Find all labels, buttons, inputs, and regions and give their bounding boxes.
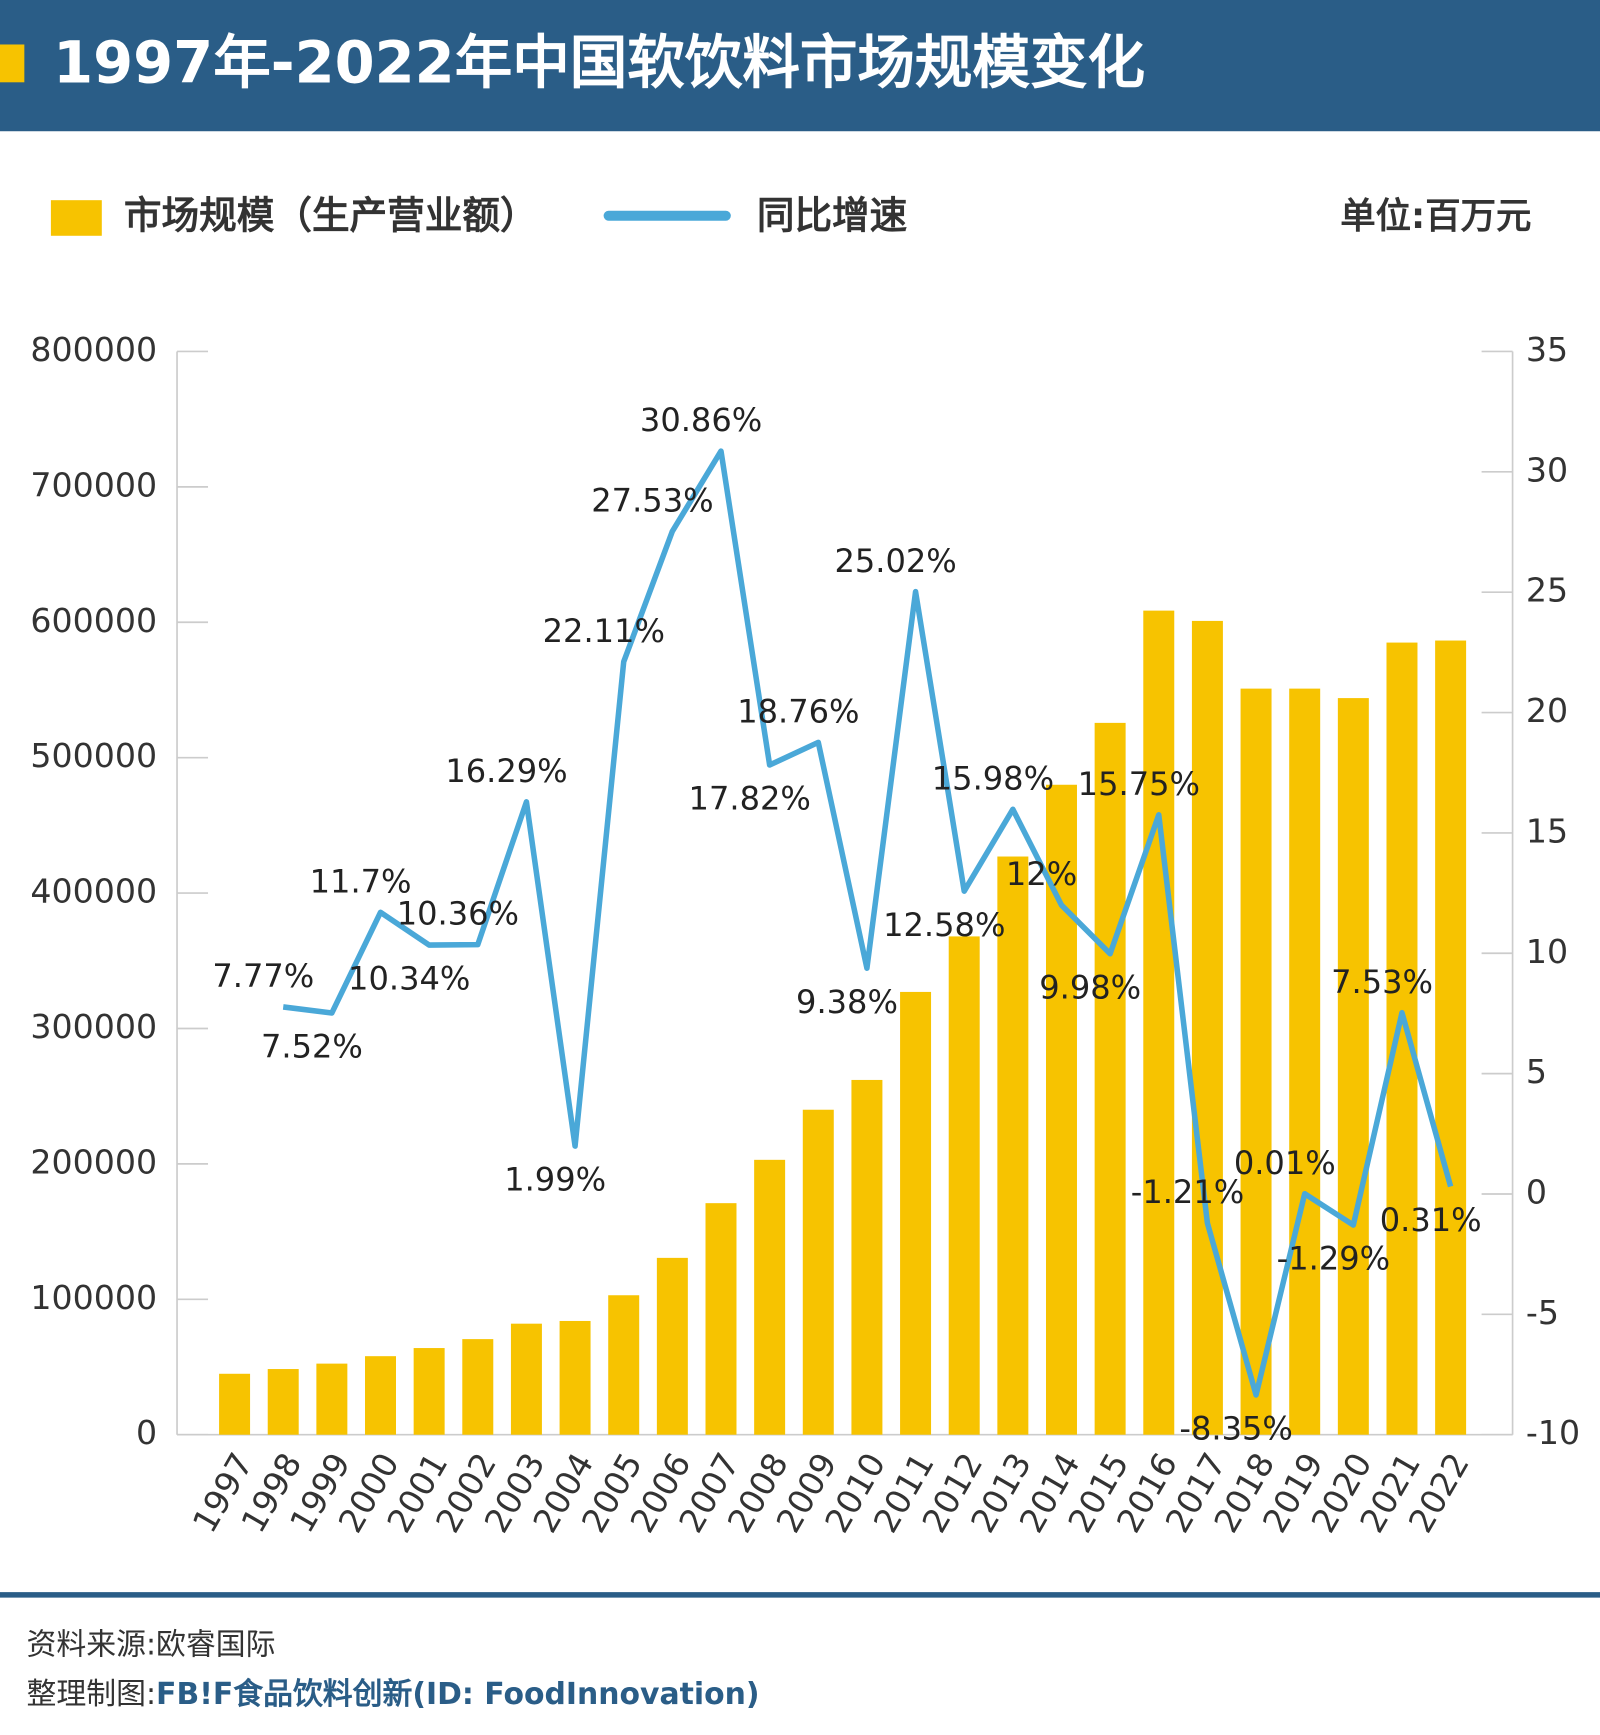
value-label: 15.75%: [1078, 765, 1200, 803]
value-label: 27.53%: [591, 481, 713, 519]
bar: [608, 1295, 640, 1435]
bar: [948, 936, 980, 1435]
bar: [462, 1339, 494, 1435]
y2-tick-label: 10: [1526, 932, 1568, 971]
value-label: -1.21%: [1131, 1173, 1244, 1211]
y-tick-label: 600000: [30, 601, 157, 640]
bar: [316, 1363, 348, 1435]
value-label: 1.99%: [504, 1161, 606, 1199]
bar: [413, 1348, 445, 1435]
bar: [1289, 688, 1321, 1435]
y2-tick-label: 20: [1526, 691, 1568, 730]
bar: [656, 1257, 688, 1435]
value-label: 7.52%: [261, 1027, 363, 1065]
y-tick-label: 800000: [30, 330, 157, 369]
y-tick-label: 400000: [30, 872, 157, 911]
y2-tick-label: -5: [1526, 1293, 1559, 1332]
bar: [802, 1109, 834, 1435]
bar: [559, 1320, 591, 1435]
legend-label: 市场规模（生产营业额）: [124, 193, 538, 237]
value-label: 12.58%: [883, 906, 1005, 944]
bar: [1045, 784, 1077, 1435]
value-label: 22.11%: [543, 612, 665, 650]
value-label: 0.31%: [1380, 1201, 1482, 1239]
y2-tick-label: 35: [1526, 330, 1568, 369]
y-tick-label: 700000: [30, 465, 157, 504]
value-label: 12%: [1006, 855, 1077, 893]
bar: [705, 1203, 737, 1435]
y2-tick-label: 15: [1526, 811, 1568, 850]
bar: [754, 1159, 786, 1435]
legend-swatch: [50, 200, 102, 236]
legend-label: 同比增速: [757, 193, 908, 237]
y2-tick-label: 25: [1526, 571, 1568, 610]
y2-tick-label: 0: [1526, 1172, 1547, 1211]
bar: [1143, 610, 1175, 1435]
value-label: 7.53%: [1331, 963, 1433, 1001]
credit: 整理制图:FB!F食品饮料创新(ID: FoodInnovation): [27, 1676, 760, 1711]
source: 资料来源:欧睿国际: [27, 1627, 276, 1662]
header-bar: [0, 0, 1600, 132]
value-label: 10.36%: [397, 895, 519, 933]
value-label: 16.29%: [445, 752, 567, 790]
bar: [510, 1323, 542, 1435]
bar: [1191, 620, 1223, 1435]
value-label: 18.76%: [737, 692, 859, 730]
bar: [1386, 642, 1418, 1435]
bar: [1094, 722, 1126, 1435]
credit-prefix: 整理制图:: [27, 1676, 157, 1711]
value-label: 17.82%: [689, 780, 811, 818]
y2-tick-label: 5: [1526, 1052, 1547, 1091]
y-tick-label: 200000: [30, 1142, 157, 1181]
bar: [851, 1079, 883, 1435]
y-tick-label: 500000: [30, 736, 157, 775]
value-label: 0.01%: [1234, 1144, 1336, 1182]
header-accent: [0, 44, 25, 83]
value-label: 9.98%: [1039, 968, 1141, 1006]
value-label: 9.38%: [796, 983, 898, 1021]
value-label: 10.34%: [348, 960, 470, 998]
bar: [1435, 640, 1467, 1435]
growth-line: [282, 448, 1454, 1398]
value-label: -1.29%: [1277, 1240, 1390, 1278]
y-tick-label: 300000: [30, 1007, 157, 1046]
y-tick-label: 0: [136, 1413, 157, 1452]
bar: [1337, 698, 1369, 1435]
value-label: 11.7%: [310, 862, 412, 900]
bar: [219, 1373, 251, 1435]
value-label: 15.98%: [932, 759, 1054, 797]
unit-label: 单位:百万元: [1340, 196, 1531, 237]
value-label: 30.86%: [640, 401, 762, 439]
bar: [997, 856, 1029, 1435]
bar: [267, 1369, 299, 1435]
credit-brand: FB!F食品饮料创新(ID: FoodInnovation): [156, 1676, 760, 1711]
y-tick-label: 100000: [30, 1278, 157, 1317]
bar: [1240, 688, 1272, 1435]
value-label: 25.02%: [834, 542, 956, 580]
value-label: -8.35%: [1179, 1410, 1292, 1448]
value-label: 7.77%: [212, 957, 314, 995]
y2-tick-label: -10: [1526, 1413, 1580, 1452]
chart-title: 1997年-2022年中国软饮料市场规模变化: [53, 28, 1145, 96]
bar: [365, 1356, 396, 1435]
y2-tick-label: 30: [1526, 450, 1568, 489]
bar: [900, 991, 932, 1435]
plot: 0 100000 200000 300000 400000 500000 600000 700…: [30, 330, 1580, 1539]
